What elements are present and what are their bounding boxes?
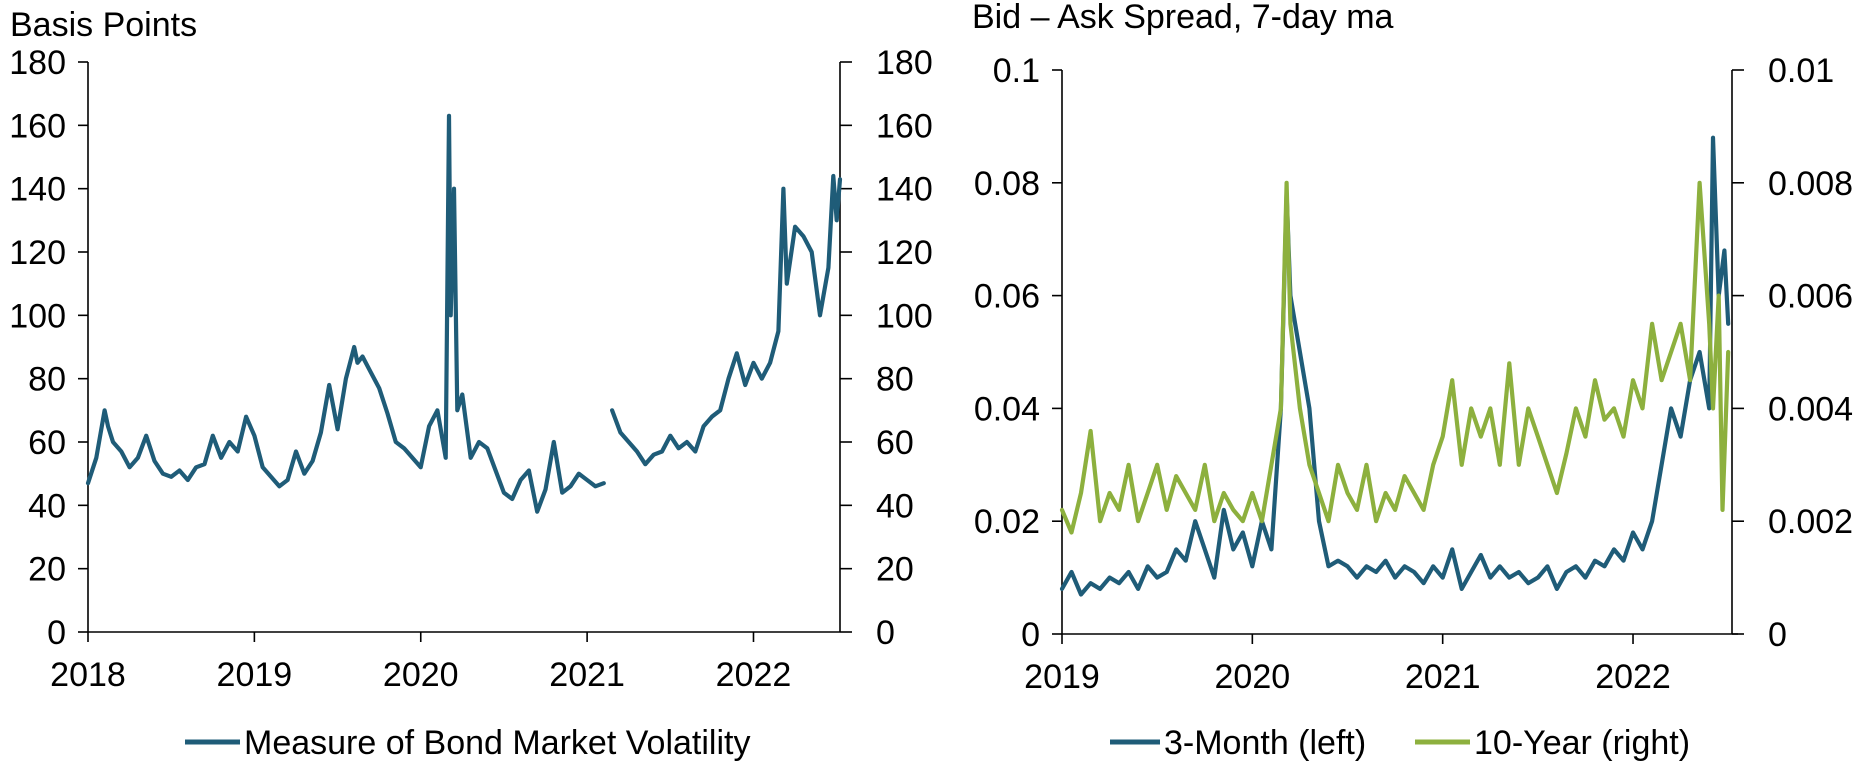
y-tick-label-right: 0 bbox=[876, 614, 895, 652]
y-tick-label-left: 0.06 bbox=[974, 278, 1040, 316]
series-line-0 bbox=[85, 113, 843, 514]
y-ticks-right: 0 0.002 0.004 0.006 0.008 0.01 bbox=[1732, 52, 1853, 654]
x-tick-label: 2020 bbox=[383, 656, 459, 694]
y-tick-label-right: 0.004 bbox=[1768, 390, 1853, 428]
y-tick-label-left: 0.08 bbox=[974, 165, 1040, 203]
x-tick-label: 2019 bbox=[1024, 658, 1100, 696]
y-ticks-left: 0 20 40 60 80 100 120 140 160 180 bbox=[9, 44, 88, 652]
y-tick-label-right: 180 bbox=[876, 44, 933, 82]
x-tick-label: 2020 bbox=[1215, 658, 1291, 696]
y-tick-label-right: 140 bbox=[876, 171, 933, 209]
y-tick-label-left: 140 bbox=[9, 171, 66, 209]
chart-title: Bid – Ask Spread, 7-day ma bbox=[972, 0, 1394, 36]
x-tick-label: 2018 bbox=[50, 656, 126, 694]
x-tick-label: 2021 bbox=[549, 656, 625, 694]
x-tick-label: 2019 bbox=[217, 656, 293, 694]
y-tick-label-right: 160 bbox=[876, 107, 933, 145]
legend: 3-Month (left) 10-Year (right) bbox=[1110, 724, 1690, 762]
y-tick-label-left: 80 bbox=[28, 361, 66, 399]
y-tick-label-right: 0.006 bbox=[1768, 278, 1853, 316]
legend: Measure of Bond Market Volatility bbox=[185, 724, 750, 762]
y-tick-label-left: 0.04 bbox=[974, 390, 1040, 428]
y-tick-label-right: 0.002 bbox=[1768, 503, 1853, 541]
y-tick-label-right: 40 bbox=[876, 487, 914, 525]
y-tick-label-right: 120 bbox=[876, 234, 933, 272]
y-tick-label-left: 0.1 bbox=[993, 52, 1040, 90]
y-tick-label-left: 40 bbox=[28, 487, 66, 525]
y-tick-label-left: 0 bbox=[47, 614, 66, 652]
y-tick-label-right: 100 bbox=[876, 297, 933, 335]
x-tick-label: 2022 bbox=[716, 656, 792, 694]
legend-label-volatility: Measure of Bond Market Volatility bbox=[244, 724, 750, 762]
y-tick-label-left: 180 bbox=[9, 44, 66, 82]
x-ticks: 2018 2019 2020 2021 2022 bbox=[50, 632, 791, 694]
y-tick-label-right: 60 bbox=[876, 424, 914, 462]
series-group bbox=[85, 113, 843, 514]
series-line-0 bbox=[1059, 135, 1731, 597]
y-tick-label-right: 0 bbox=[1768, 616, 1787, 654]
chart-title: Basis Points bbox=[10, 6, 197, 44]
x-tick-label: 2021 bbox=[1405, 658, 1481, 696]
y-tick-label-right: 20 bbox=[876, 551, 914, 589]
legend-label-10year: 10-Year (right) bbox=[1474, 724, 1690, 762]
y-tick-label-left: 120 bbox=[9, 234, 66, 272]
y-tick-label-right: 0.008 bbox=[1768, 165, 1853, 203]
y-tick-label-left: 60 bbox=[28, 424, 66, 462]
y-tick-label-left: 0.02 bbox=[974, 503, 1040, 541]
y-tick-label-right: 80 bbox=[876, 361, 914, 399]
y-tick-label-left: 20 bbox=[28, 551, 66, 589]
series-line-1 bbox=[1059, 180, 1731, 535]
legend-label-3month: 3-Month (left) bbox=[1164, 724, 1366, 762]
y-ticks-right: 0 20 40 60 80 100 120 140 160 180 bbox=[840, 44, 933, 652]
y-tick-label-right: 0.01 bbox=[1768, 52, 1834, 90]
y-tick-label-left: 160 bbox=[9, 107, 66, 145]
chart-bid-ask-spread: Bid – Ask Spread, 7-day ma 0 0.02 0.04 0.06… bbox=[972, 0, 1853, 762]
y-ticks-left: 0 0.02 0.04 0.06 0.08 0.1 bbox=[974, 52, 1062, 654]
series-group bbox=[1059, 135, 1731, 597]
y-tick-label-left: 0 bbox=[1021, 616, 1040, 654]
x-ticks: 2019 2020 2021 2022 bbox=[1024, 634, 1671, 696]
y-tick-label-left: 100 bbox=[9, 297, 66, 335]
x-tick-label: 2022 bbox=[1595, 658, 1671, 696]
